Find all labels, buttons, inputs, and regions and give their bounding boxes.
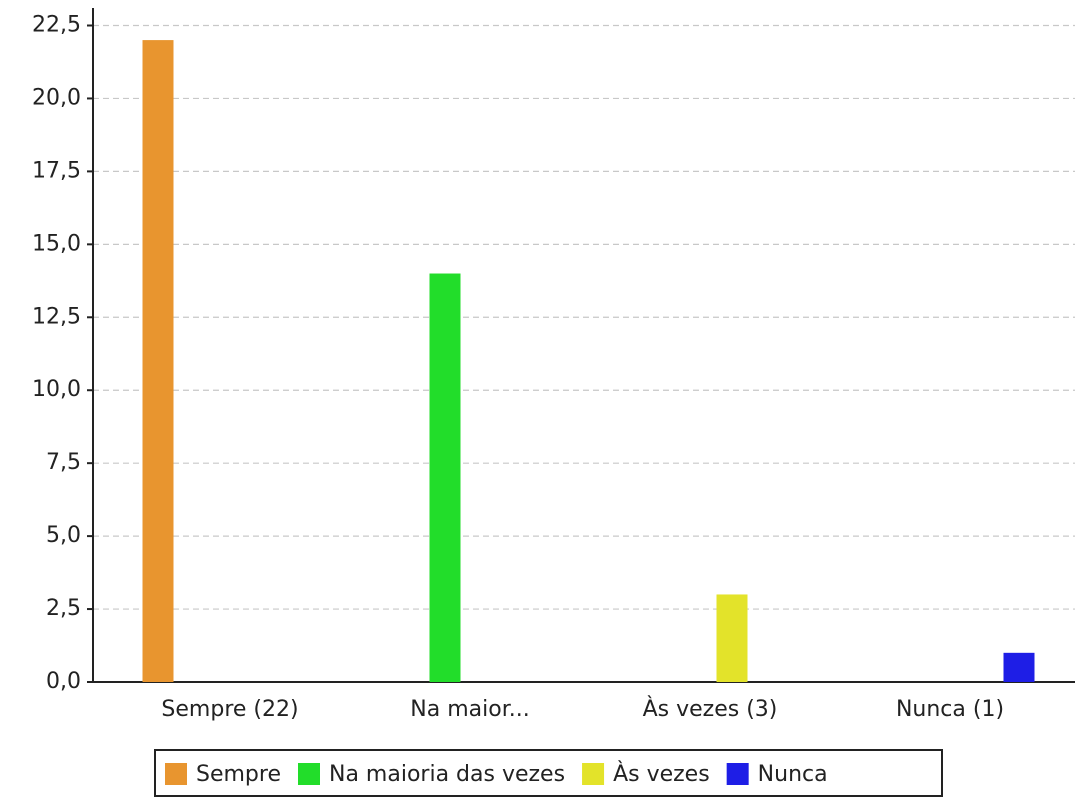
y-tick-label: 20,0 [32,85,81,110]
legend-box [154,749,943,797]
y-tick-label: 22,5 [32,13,81,38]
legend-label: Às vezes [613,761,710,787]
y-tick-label: 15,0 [32,231,81,256]
bar [716,594,748,682]
legend-label: Nunca [758,762,828,787]
bar [142,40,174,683]
bar [1003,652,1035,682]
bar [429,273,461,682]
y-tick-label: 2,5 [46,596,81,621]
x-tick-label: Nunca (1) [896,697,1004,722]
x-tick-label: Sempre (22) [161,697,298,722]
y-tick-label: 5,0 [46,523,81,548]
legend-swatch [298,763,320,785]
y-tick-label: 17,5 [32,158,81,183]
x-tick-label: Na maior... [410,697,529,722]
y-tick-label: 10,0 [32,377,81,402]
legend-swatch [726,763,749,785]
y-tick-label: 7,5 [46,450,81,475]
legend-swatch [582,763,605,785]
y-tick-label: 12,5 [32,304,81,329]
legend-swatch [165,763,187,785]
x-tick-label: Às vezes (3) [643,696,778,722]
y-tick-label: 0,0 [46,669,81,694]
legend-label: Na maioria das vezes [329,762,565,787]
legend-label: Sempre [196,762,281,787]
